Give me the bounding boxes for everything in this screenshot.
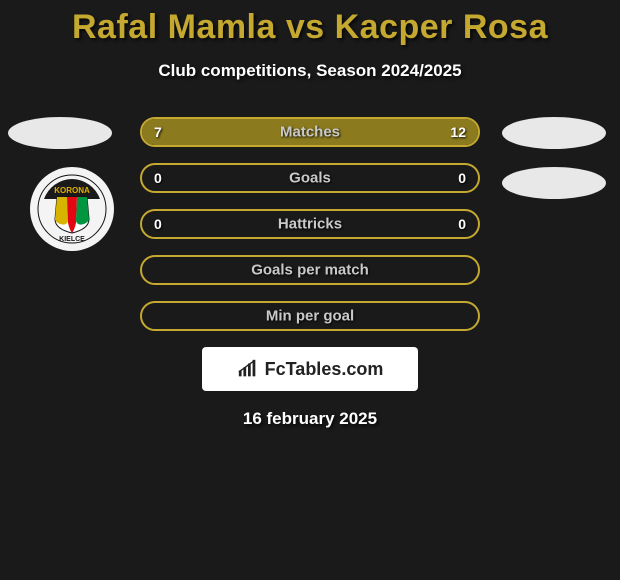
date-text: 16 february 2025 (0, 409, 620, 429)
stat-row-matches: 7 Matches 12 (140, 117, 480, 147)
stat-label: Goals (142, 170, 478, 187)
korona-kielce-crest-icon: KORONA KIELCE (36, 173, 108, 245)
brand-text: FcTables.com (265, 359, 384, 380)
subtitle: Club competitions, Season 2024/2025 (0, 61, 620, 81)
badge-bottom-text: KIELCE (59, 236, 85, 243)
stat-label: Goals per match (142, 262, 478, 279)
stat-row-hattricks: 0 Hattricks 0 (140, 209, 480, 239)
page-title: Rafal Mamla vs Kacper Rosa (0, 0, 620, 47)
stat-value-right: 0 (458, 216, 466, 232)
player2-flag-placeholder (502, 117, 606, 149)
comparison-panel: KORONA KIELCE 7 Matches 12 0 Goals 0 (0, 117, 620, 429)
player1-flag-placeholder (8, 117, 112, 149)
badge-top-text: KORONA (54, 186, 90, 195)
stat-value-right: 12 (450, 124, 466, 140)
player2-club-placeholder (502, 167, 606, 199)
bar-chart-icon (237, 358, 259, 380)
stat-label: Hattricks (142, 216, 478, 233)
stats-bars: 7 Matches 12 0 Goals 0 0 Hattricks 0 Goa… (140, 117, 480, 331)
stat-value-right: 0 (458, 170, 466, 186)
stat-row-goals: 0 Goals 0 (140, 163, 480, 193)
right-player-column (502, 117, 612, 217)
stat-label: Matches (142, 124, 478, 141)
player1-club-badge: KORONA KIELCE (30, 167, 114, 251)
stat-row-gpm: Goals per match (140, 255, 480, 285)
stat-label: Min per goal (142, 308, 478, 325)
left-player-column: KORONA KIELCE (8, 117, 118, 251)
brand-box: FcTables.com (202, 347, 418, 391)
stat-row-mpg: Min per goal (140, 301, 480, 331)
